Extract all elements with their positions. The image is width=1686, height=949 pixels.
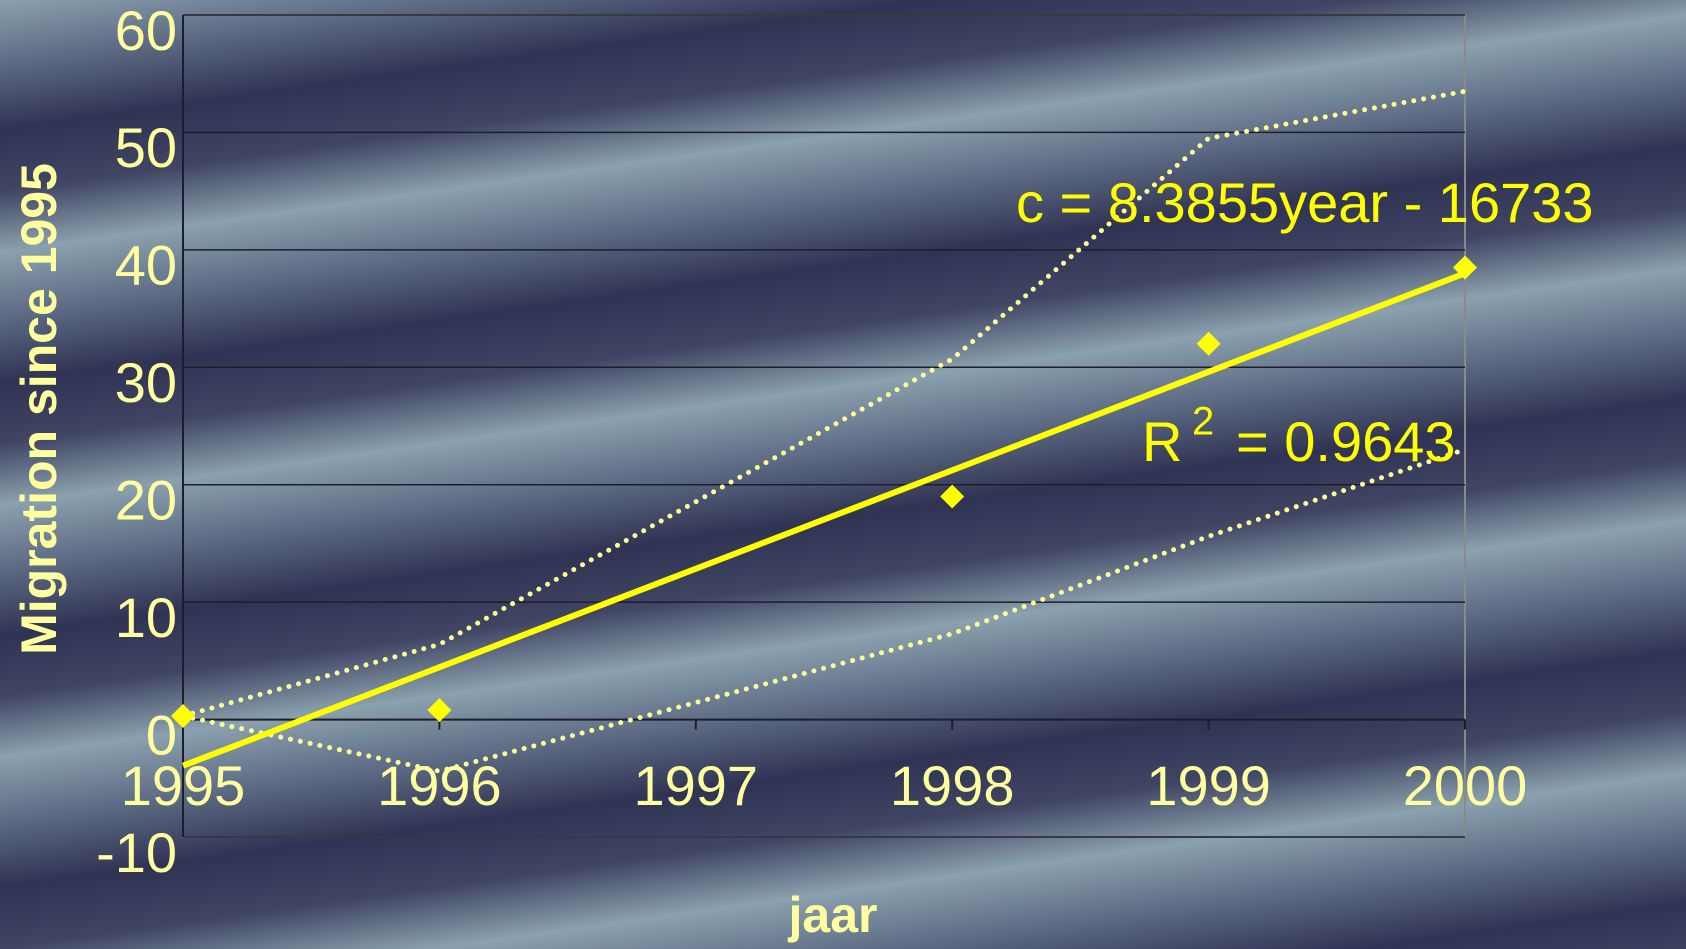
chart: jaar Migration since 1995 -1001020304050… [0, 0, 1686, 949]
data-point [940, 484, 964, 508]
y-tick-label: 20 [115, 469, 177, 532]
y-tick-label: 50 [115, 116, 177, 179]
slide: jaar Migration since 1995 -1001020304050… [0, 0, 1686, 949]
x-tick-label: 2000 [1403, 754, 1528, 817]
y-tick-label: 30 [115, 351, 177, 414]
y-tick-label: 10 [115, 586, 177, 649]
r-squared-value: = 0.9643 [1236, 410, 1456, 473]
trend-line [183, 273, 1465, 765]
equation-label: c = 8.3855year - 16733 [1016, 171, 1594, 234]
data-point [1197, 332, 1221, 356]
confidence-band [183, 449, 1465, 771]
r-squared-label: R [1142, 410, 1182, 473]
y-tick-label: 60 [115, 0, 177, 62]
x-tick-label: 1998 [890, 754, 1015, 817]
y-axis-title: Migration since 1995 [11, 163, 67, 655]
r-squared-exponent: 2 [1192, 400, 1214, 444]
x-axis-title: jaar [788, 887, 878, 943]
x-tick-label: 1999 [1146, 754, 1271, 817]
y-tick-label: -10 [96, 821, 177, 884]
x-tick-label: 1997 [634, 754, 759, 817]
y-tick-label: 40 [115, 234, 177, 297]
